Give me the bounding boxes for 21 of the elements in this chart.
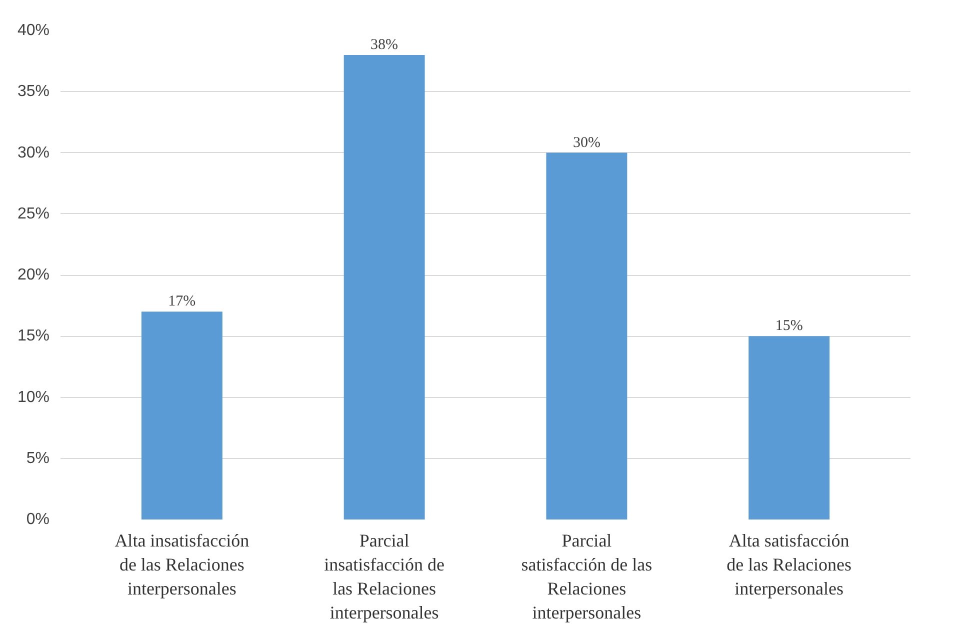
bar — [546, 152, 628, 520]
x-tick-label: Parcial satisfacción de las Relaciones interpersonales — [521, 530, 652, 622]
data-label: 17% — [168, 294, 196, 310]
bar — [344, 54, 425, 520]
y-tick-label: 40% — [17, 22, 50, 39]
y-tick-label: 35% — [17, 83, 50, 100]
data-label: 15% — [775, 318, 803, 334]
x-tick-label: Alta insatisfacción de las Relaciones interpersonales — [114, 530, 250, 598]
y-tick-label: 5% — [26, 450, 50, 467]
data-label: 30% — [572, 134, 600, 151]
y-tick-label: 0% — [26, 511, 50, 528]
bar — [748, 336, 830, 520]
data-label: 38% — [370, 36, 398, 53]
bar — [141, 312, 222, 520]
y-tick-label: 15% — [17, 328, 50, 345]
y-tick-label: 25% — [17, 205, 50, 222]
x-tick-label: Alta satisfacción de las Relaciones interpersonales — [726, 530, 852, 598]
y-tick-label: 20% — [17, 266, 50, 284]
y-tick-label: 10% — [17, 388, 50, 406]
x-tick-label: Parcial insatisfacción de las Relaciones interpersonales — [324, 530, 445, 622]
y-tick-label: 30% — [17, 144, 50, 162]
